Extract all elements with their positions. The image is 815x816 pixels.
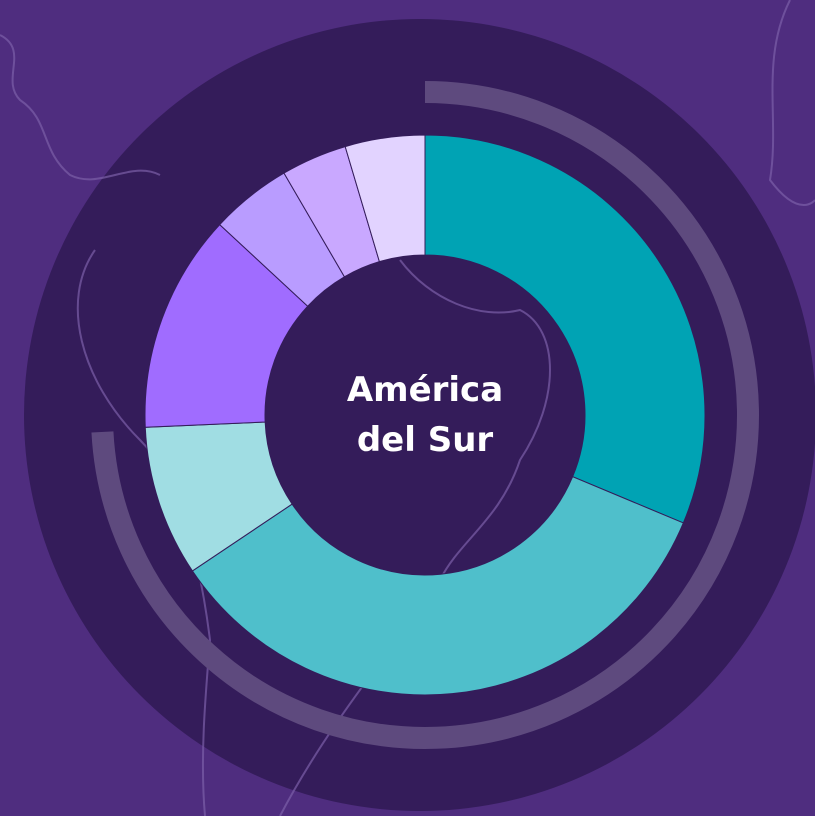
center-label: América del Sur	[346, 370, 504, 460]
donut	[144, 134, 706, 696]
slice	[191, 476, 685, 696]
slice	[344, 134, 426, 263]
slice	[424, 134, 706, 524]
outer-ring	[91, 81, 759, 749]
